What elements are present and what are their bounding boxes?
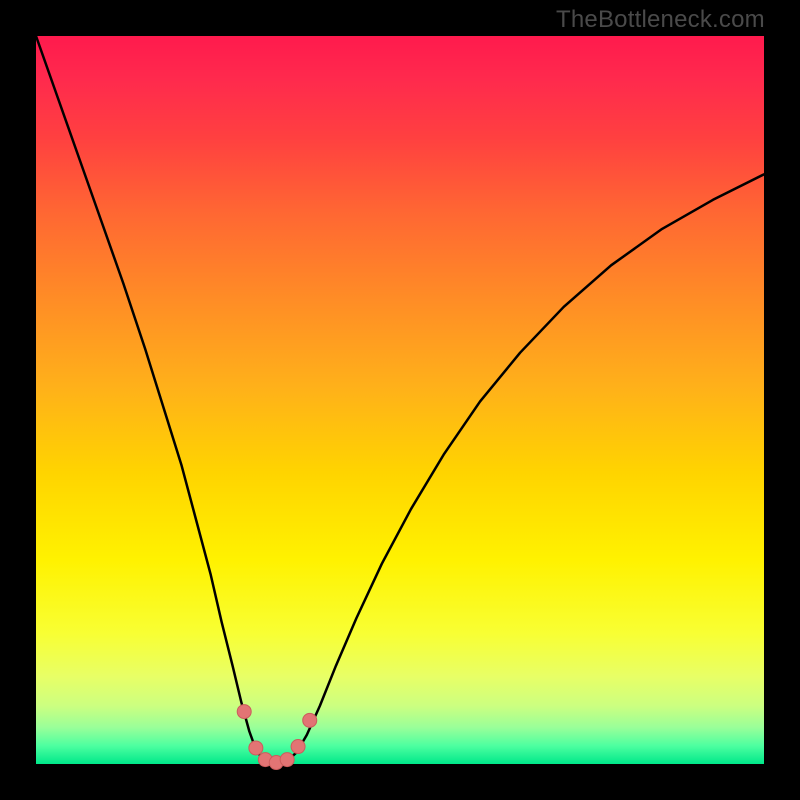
- chart-stage: TheBottleneck.com: [0, 0, 800, 800]
- watermark-text: TheBottleneck.com: [556, 6, 765, 34]
- bottleneck-curve: [36, 36, 764, 764]
- curve-marker: [280, 753, 294, 767]
- curve-layer: [0, 0, 800, 800]
- curve-marker: [303, 713, 317, 727]
- curve-marker: [291, 740, 305, 754]
- curve-marker: [237, 705, 251, 719]
- curve-marker: [249, 741, 263, 755]
